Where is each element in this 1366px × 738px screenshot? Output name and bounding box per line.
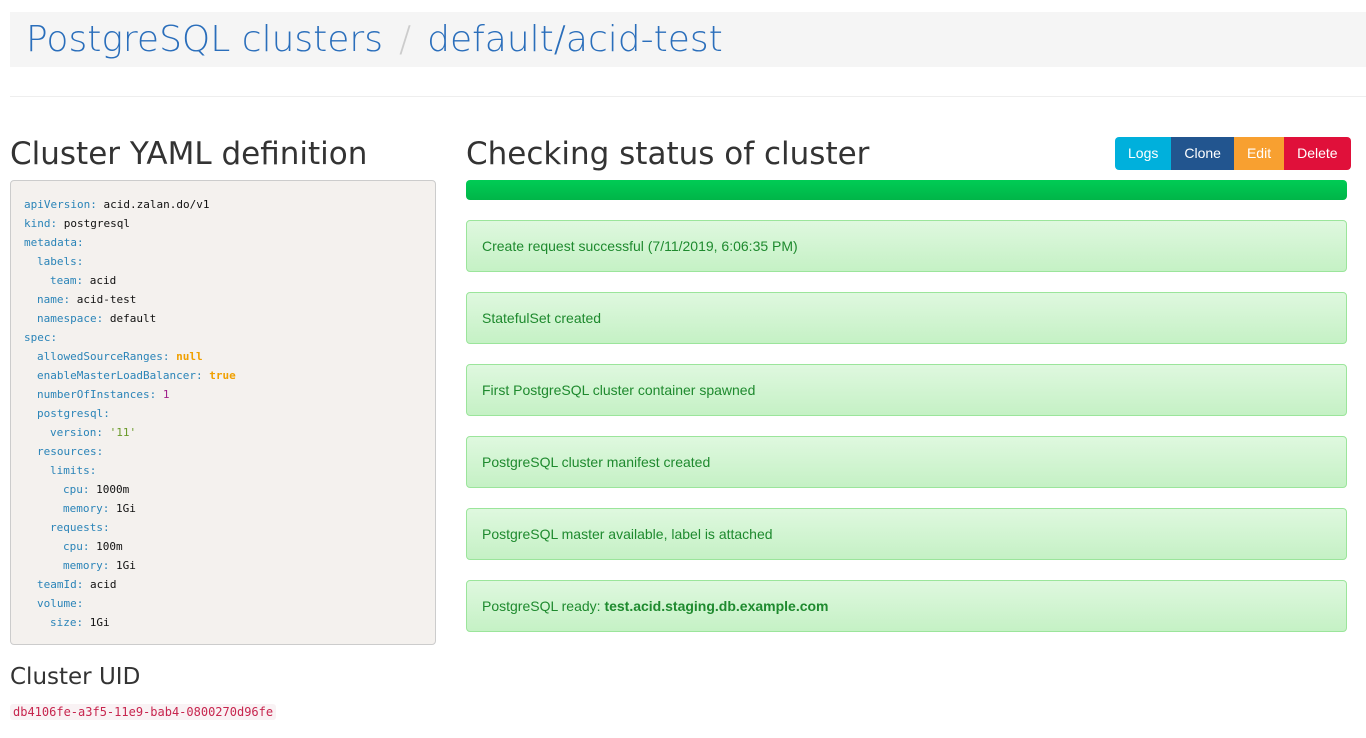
yaml-line: kind: postgresql (24, 217, 130, 230)
yaml-line: metadata: (24, 236, 91, 249)
divider (10, 96, 1366, 97)
yaml-key: enableMasterLoadBalancer (37, 369, 196, 382)
yaml-value: 100m (96, 540, 123, 553)
yaml-key: spec (24, 331, 51, 344)
yaml-line: cpu: 1000m (63, 483, 130, 496)
yaml-key: volume (37, 597, 77, 610)
edit-button[interactable]: Edit (1233, 137, 1285, 170)
breadcrumb-current-link[interactable]: default/acid-test (427, 19, 723, 60)
yaml-line: teamId: acid (37, 578, 117, 591)
yaml-line: team: acid (50, 274, 117, 287)
yaml-value: 1Gi (116, 502, 136, 515)
alert-hostname: test.acid.staging.db.example.com (604, 598, 829, 614)
yaml-line: size: 1Gi (50, 616, 110, 629)
yaml-line: postgresql: (37, 407, 117, 420)
yaml-line: resources: (37, 445, 110, 458)
alert-text: StatefulSet created (482, 310, 602, 326)
yaml-line: numberOfInstances: 1 (37, 388, 170, 401)
yaml-line: requests: (50, 521, 117, 534)
yaml-value: postgresql (63, 217, 130, 230)
yaml-line: labels: (37, 255, 90, 268)
uid-title: Cluster UID (10, 664, 141, 690)
yaml-line: allowedSourceRanges: null (37, 350, 203, 363)
yaml-value: 1Gi (89, 616, 110, 629)
status-alert: PostgreSQL cluster manifest created (466, 436, 1347, 488)
yaml-key: requests (50, 521, 103, 534)
status-alert: First PostgreSQL cluster container spawn… (466, 364, 1347, 416)
yaml-line: enableMasterLoadBalancer: true (37, 369, 236, 382)
status-title: Checking status of cluster (466, 136, 870, 172)
yaml-line: apiVersion: acid.zalan.do/v1 (24, 198, 210, 211)
yaml-key: numberOfInstances (37, 388, 150, 401)
delete-button[interactable]: Delete (1284, 137, 1351, 170)
yaml-key: version (50, 426, 97, 439)
yaml-line: limits: (50, 464, 103, 477)
status-alert: PostgreSQL master available, label is at… (466, 508, 1347, 560)
action-button-group: Logs Clone Edit Delete (1115, 137, 1351, 170)
yaml-line: spec: (24, 331, 64, 344)
yaml-value: '11' (109, 426, 137, 439)
yaml-line: namespace: default (37, 312, 157, 325)
logs-button[interactable]: Logs (1115, 137, 1172, 170)
alert-text: First PostgreSQL cluster container spawn… (482, 382, 756, 398)
yaml-code-block: apiVersion: acid.zalan.do/v1 kind: postgr… (10, 180, 436, 645)
status-alert: Create request successful (7/11/2019, 6:… (466, 220, 1347, 272)
yaml-value: acid-test (76, 293, 137, 306)
yaml-key: size (50, 616, 77, 629)
yaml-line: cpu: 100m (63, 540, 123, 553)
yaml-key: labels (37, 255, 77, 268)
yaml-value: 1 (162, 388, 170, 401)
yaml-key: allowedSourceRanges (37, 350, 163, 363)
yaml-line: volume: (37, 597, 90, 610)
yaml-key: teamId (37, 578, 77, 591)
yaml-line: memory: 1Gi (63, 502, 136, 515)
breadcrumb-root-link[interactable]: PostgreSQL clusters (26, 19, 383, 60)
yaml-value: true (209, 369, 236, 382)
yaml-key: cpu (63, 483, 83, 496)
yaml-title: Cluster YAML definition (10, 136, 368, 172)
yaml-key: name (37, 293, 64, 306)
clone-button[interactable]: Clone (1171, 137, 1234, 170)
yaml-key: metadata (24, 236, 77, 249)
yaml-key: team (50, 274, 77, 287)
yaml-value: default (109, 312, 157, 325)
yaml-key: memory (63, 559, 103, 572)
breadcrumb-separator: / (398, 19, 412, 60)
cluster-uid: db4106fe-a3f5-11e9-bab4-0800270d96fe (10, 704, 277, 720)
yaml-line: name: acid-test (37, 293, 137, 306)
alert-text: PostgreSQL master available, label is at… (482, 526, 773, 542)
yaml-line: memory: 1Gi (63, 559, 136, 572)
yaml-key: memory (63, 502, 103, 515)
yaml-key: namespace (37, 312, 97, 325)
yaml-key: kind (24, 217, 51, 230)
yaml-value: 1000m (96, 483, 130, 496)
alert-text: PostgreSQL cluster manifest created (482, 454, 711, 470)
yaml-value: acid.zalan.do/v1 (103, 198, 210, 211)
yaml-key: apiVersion (24, 198, 91, 211)
yaml-value: acid (90, 578, 117, 591)
yaml-key: resources (37, 445, 97, 458)
yaml-value: 1Gi (116, 559, 136, 572)
status-alert: StatefulSet created (466, 292, 1347, 344)
yaml-line: version: '11' (50, 426, 137, 439)
status-progress-bar (466, 180, 1347, 200)
alert-text: Create request successful (7/11/2019, 6:… (482, 238, 798, 254)
yaml-value: acid (89, 274, 117, 287)
yaml-value: null (176, 350, 203, 363)
yaml-key: cpu (63, 540, 83, 553)
yaml-key: postgresql (37, 407, 104, 420)
status-alert: PostgreSQL ready: test.acid.staging.db.e… (466, 580, 1347, 632)
alert-text: PostgreSQL ready: (482, 598, 605, 614)
yaml-key: limits (50, 464, 90, 477)
breadcrumb: PostgreSQL clusters / default/acid-test (10, 12, 1366, 67)
